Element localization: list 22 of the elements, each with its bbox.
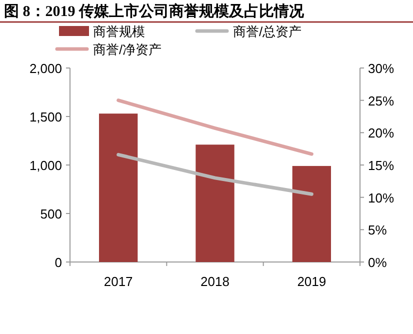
y2-tick-label: 5%	[368, 222, 388, 238]
y2-tick-label: 25%	[368, 93, 394, 108]
y-tick-label: 500	[40, 206, 62, 222]
y-tick-label: 1,500	[29, 110, 62, 124]
legend-label: 商誉/总资产	[233, 24, 302, 39]
legend-label: 商誉/净资产	[93, 42, 162, 57]
x-tick-label: 2019	[297, 274, 326, 289]
y2-tick-label: 30%	[368, 61, 394, 76]
bar	[196, 144, 234, 262]
bar	[99, 114, 138, 262]
y2-tick-label: 10%	[368, 190, 394, 206]
y-tick-label: 0	[54, 255, 62, 270]
bar	[292, 166, 331, 262]
y2-tick-label: 15%	[368, 158, 394, 173]
y-tick-label: 1,000	[29, 158, 62, 173]
y-tick-label: 2,000	[29, 61, 62, 76]
y2-tick-label: 0%	[368, 255, 388, 270]
legend-label: 商誉规模	[93, 24, 145, 39]
y2-tick-label: 20%	[368, 126, 394, 141]
chart-title: 图 8：2019 传媒上市公司商誉规模及占比情况	[4, 2, 305, 20]
x-tick-label: 2017	[104, 274, 133, 289]
x-tick-label: 2018	[200, 274, 230, 289]
